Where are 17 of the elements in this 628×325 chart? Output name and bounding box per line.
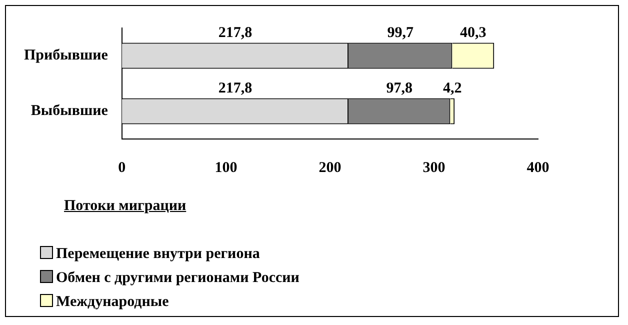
data-label: 4,2 [443, 80, 462, 97]
x-tick-label: 200 [318, 160, 342, 176]
data-label: 217,8 [218, 25, 252, 42]
x-tick-label: 100 [214, 160, 238, 176]
x-tick-label: 300 [422, 160, 446, 176]
data-label: 97,8 [386, 80, 412, 97]
data-label: 99,7 [387, 25, 414, 42]
legend-label: Международные [55, 293, 170, 312]
x-tick-label: 400 [526, 160, 550, 176]
x-tick-label: 0 [118, 160, 126, 176]
data-label: 217,8 [218, 80, 252, 97]
legend-label: Обмен с другими регионами России [55, 269, 300, 288]
data-label: 40,3 [460, 25, 486, 42]
legend-label: Перемещение внутри региона [55, 245, 261, 264]
x-axis-title: Потоки миграции [64, 198, 186, 215]
y-tick-label: Прибывшие [24, 48, 108, 64]
y-tick-label: Выбывшие [30, 103, 108, 120]
